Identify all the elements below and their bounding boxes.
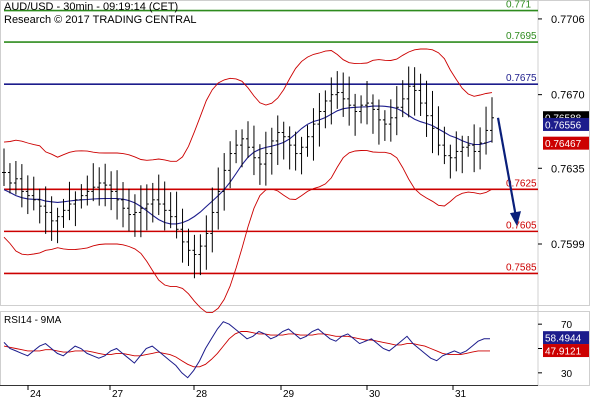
y-tick-label-1: 0.7670: [551, 90, 585, 102]
rsi-badge-0: [543, 331, 589, 345]
rsi-ma-line: [3, 331, 490, 368]
price-badge-1: [543, 117, 589, 131]
y-tick-label-2: 0.7635: [551, 163, 585, 175]
level-label-3: 0.7625: [506, 178, 537, 189]
rsi-badge-1: [543, 344, 589, 358]
bollinger-lower-line: [3, 150, 493, 314]
copyright-text: Research © 2017 TRADING CENTRAL: [4, 14, 197, 26]
candles-group: [2, 66, 494, 279]
x-tick-label-1: 27: [112, 389, 124, 400]
level-label-4: 0.7605: [506, 220, 537, 231]
rsi-y-tick-label-0: 70: [561, 320, 573, 331]
x-tick-label-5: 31: [455, 389, 467, 400]
forecast-arrow-shaft: [496, 117, 518, 218]
rsi-badge-label-1: 47.9121: [545, 347, 582, 358]
rsi-badge-label-0: 58.4944: [545, 334, 582, 345]
rsi-y-tick-label-2: 30: [561, 369, 573, 380]
price-badge-label-2: 0.76467: [545, 139, 582, 150]
price-badge-2: [543, 136, 589, 150]
x-tick-label-3: 29: [283, 389, 295, 400]
x-tick-label-4: 30: [369, 389, 381, 400]
level-label-1: 0.7695: [506, 31, 537, 42]
x-tick-label-2: 28: [196, 389, 208, 400]
level-label-2: 0.7675: [506, 73, 537, 84]
chart-title: AUD/USD - 30min - 09:19:14 (CET): [4, 1, 179, 13]
y-tick-label-0: 0.7706: [551, 14, 585, 26]
price-panel-border: [0, 0, 590, 306]
rsi-title: RSI14 - 9MA: [4, 315, 62, 326]
bollinger-upper-line: [3, 48, 493, 162]
y-tick-label-3: 0.7599: [551, 239, 585, 251]
rsi-line: [3, 321, 490, 379]
forecast-arrow-head: [510, 211, 521, 227]
rsi-panel-border: [0, 311, 590, 386]
x-tick-label-0: 24: [30, 389, 42, 400]
price-badge-label-1: 0.76556: [545, 120, 582, 131]
level-label-5: 0.7585: [506, 262, 537, 273]
level-label-0: 0.771: [506, 0, 531, 11]
